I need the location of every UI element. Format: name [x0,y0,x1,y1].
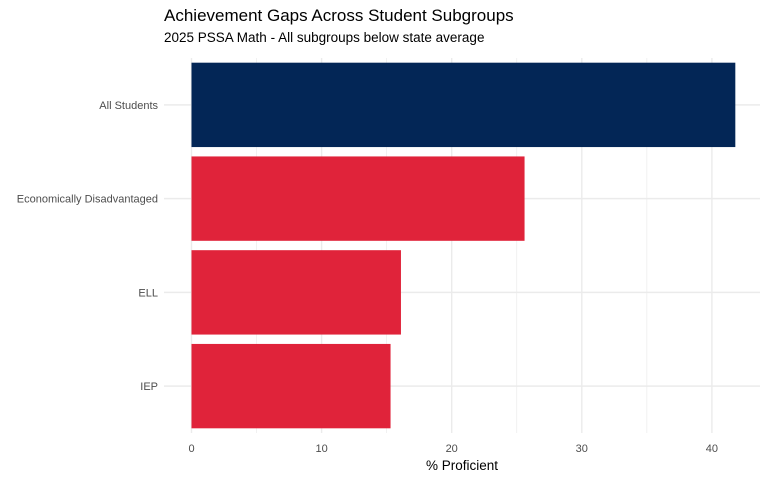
y-tick-label: Economically Disadvantaged [17,194,158,206]
chart-title: Achievement Gaps Across Student Subgroup… [164,6,514,25]
x-tick-label: 20 [446,443,458,455]
y-axis-tick-labels: All Students Economically Disadvantaged EL… [17,100,159,393]
x-tick-label: 30 [576,443,588,455]
x-tick-label: 40 [706,443,718,455]
bars [191,62,736,429]
x-axis-label: % Proficient [426,458,498,473]
x-tick-label: 0 [188,443,194,455]
bar [191,343,391,429]
y-tick-label: IEP [140,381,158,393]
bar [191,62,736,148]
bar [191,250,401,335]
bar [191,156,525,241]
y-tick-label: All Students [99,100,158,112]
x-axis-tick-labels: 0 10 20 30 40 [188,443,718,455]
x-tick-label: 10 [315,443,327,455]
chart-subtitle: 2025 PSSA Math - All subgroups below sta… [164,30,484,45]
y-tick-label: ELL [138,287,158,299]
